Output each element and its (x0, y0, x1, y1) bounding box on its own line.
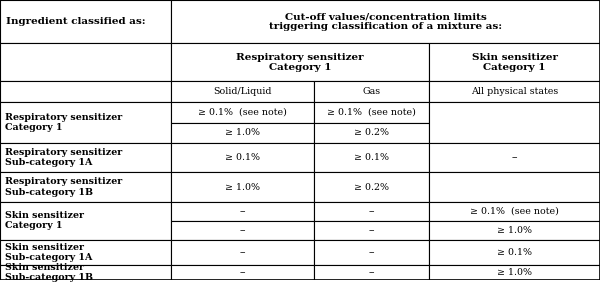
Bar (171, 0, 600, 43)
Text: Respiratory sensitizer
Sub-category 1B: Respiratory sensitizer Sub-category 1B (5, 178, 122, 197)
Text: ≥ 1.0%: ≥ 1.0% (497, 268, 532, 277)
Text: ≥ 1.0%: ≥ 1.0% (225, 183, 260, 192)
Bar (429, 240, 600, 265)
Text: ≥ 1.0%: ≥ 1.0% (497, 226, 532, 235)
Bar (171, 265, 314, 280)
Text: ≥ 0.1%  (see note): ≥ 0.1% (see note) (198, 108, 287, 117)
Text: ≥ 0.1%: ≥ 0.1% (354, 153, 389, 162)
Bar (429, 202, 600, 221)
Bar (429, 102, 600, 143)
Text: --: -- (368, 226, 374, 235)
Text: --: -- (511, 153, 518, 162)
Bar (429, 172, 600, 202)
Bar (0, 0, 171, 43)
Bar (171, 240, 314, 265)
Bar (314, 81, 429, 102)
Bar (314, 265, 429, 280)
Text: ≥ 1.0%: ≥ 1.0% (225, 128, 260, 137)
Text: --: -- (239, 248, 245, 257)
Text: Skin sensitizer
Category 1: Skin sensitizer Category 1 (472, 53, 557, 72)
Text: Cut-off values/concentration limits
triggering classification of a mixture as:: Cut-off values/concentration limits trig… (269, 12, 502, 32)
Bar (0, 81, 171, 102)
Bar (171, 43, 429, 81)
Text: Skin sensitizer
Category 1: Skin sensitizer Category 1 (5, 211, 84, 230)
Bar (314, 123, 429, 143)
Text: --: -- (368, 268, 374, 277)
Bar (0, 240, 171, 265)
Bar (314, 102, 429, 123)
Bar (0, 265, 171, 280)
Bar (314, 202, 429, 221)
Text: Solid/Liquid: Solid/Liquid (213, 87, 272, 96)
Bar (429, 81, 600, 102)
Bar (171, 172, 314, 202)
Bar (429, 143, 600, 172)
Text: Respiratory sensitizer
Sub-category 1A: Respiratory sensitizer Sub-category 1A (5, 148, 122, 167)
Text: ≥ 0.1%  (see note): ≥ 0.1% (see note) (470, 207, 559, 216)
Bar (314, 240, 429, 265)
Bar (171, 202, 314, 221)
Bar (0, 202, 171, 240)
Text: Gas: Gas (362, 87, 380, 96)
Bar (171, 221, 314, 240)
Text: --: -- (239, 207, 245, 216)
Text: All physical states: All physical states (471, 87, 558, 96)
Bar (429, 43, 600, 81)
Bar (314, 143, 429, 172)
Text: --: -- (368, 248, 374, 257)
Bar (314, 221, 429, 240)
Bar (171, 102, 314, 123)
Bar (171, 123, 314, 143)
Text: --: -- (239, 226, 245, 235)
Text: ≥ 0.1%  (see note): ≥ 0.1% (see note) (327, 108, 416, 117)
Bar (0, 172, 171, 202)
Bar (171, 81, 314, 102)
Bar (314, 172, 429, 202)
Text: Ingredient classified as:: Ingredient classified as: (6, 17, 146, 26)
Text: --: -- (368, 207, 374, 216)
Text: --: -- (239, 268, 245, 277)
Bar (429, 221, 600, 240)
Bar (0, 43, 171, 81)
Text: Respiratory sensitizer
Category 1: Respiratory sensitizer Category 1 (5, 113, 122, 132)
Text: ≥ 0.1%: ≥ 0.1% (497, 248, 532, 257)
Text: ≥ 0.1%: ≥ 0.1% (225, 153, 260, 162)
Bar (429, 265, 600, 280)
Text: ≥ 0.2%: ≥ 0.2% (354, 183, 389, 192)
Text: Respiratory sensitizer
Category 1: Respiratory sensitizer Category 1 (236, 53, 364, 72)
Bar (171, 143, 314, 172)
Bar (0, 102, 171, 143)
Text: ≥ 0.2%: ≥ 0.2% (354, 128, 389, 137)
Text: Skin sensitizer
Sub-category 1B: Skin sensitizer Sub-category 1B (5, 263, 93, 282)
Bar (0, 143, 171, 172)
Text: Skin sensitizer
Sub-category 1A: Skin sensitizer Sub-category 1A (5, 243, 92, 262)
